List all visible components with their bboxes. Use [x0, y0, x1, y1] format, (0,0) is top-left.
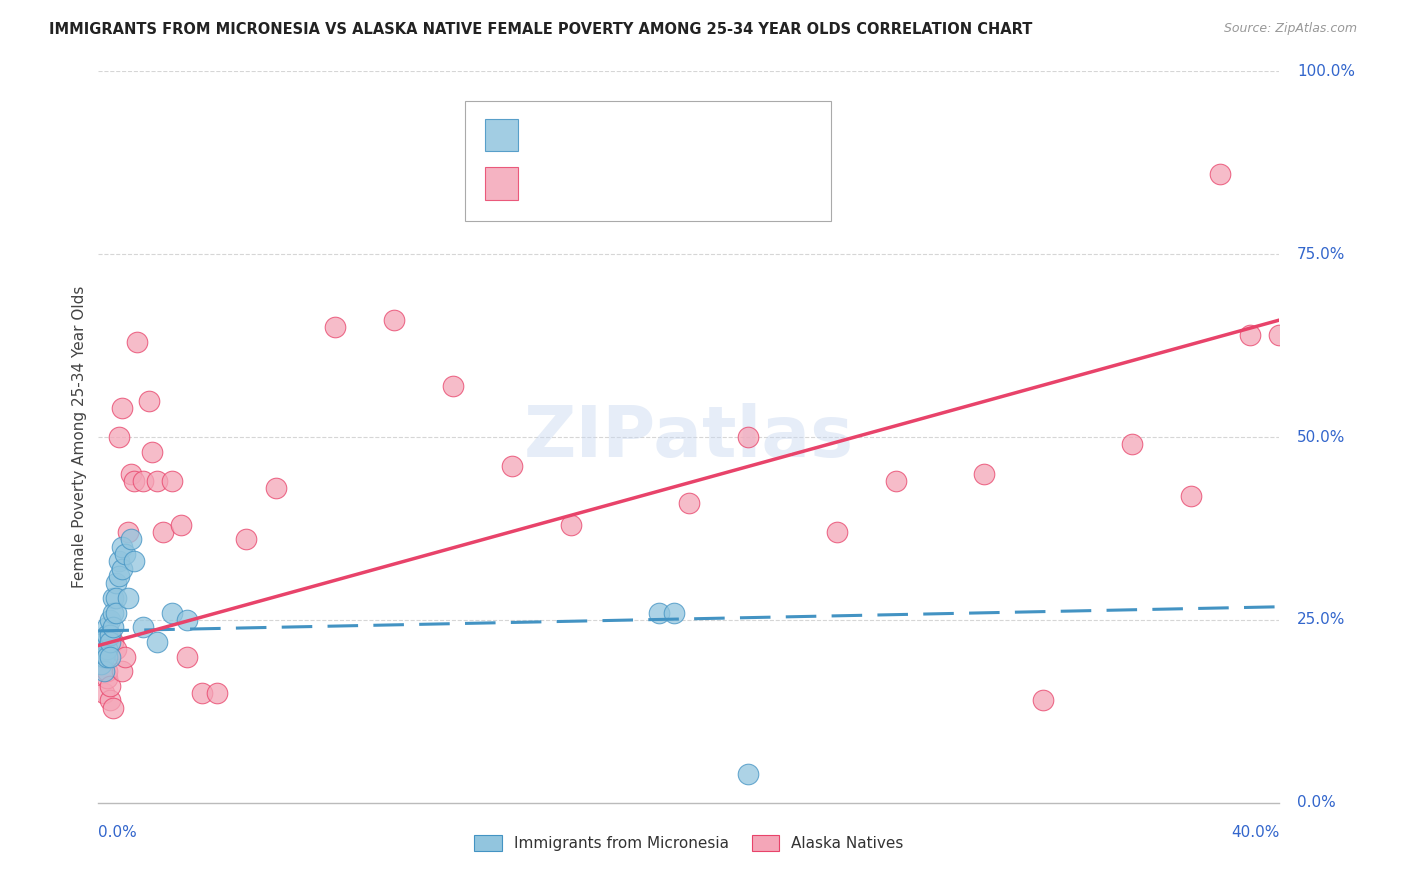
FancyBboxPatch shape [485, 119, 517, 152]
Text: 0.0%: 0.0% [1298, 796, 1336, 810]
Point [108, 554, 131, 568]
Point [93, 635, 115, 649]
Point [96, 664, 118, 678]
Point [152, 525, 174, 540]
Point [441, 379, 464, 393]
Point [114, 547, 136, 561]
Point [98, 693, 121, 707]
Point [93, 649, 115, 664]
Point [111, 401, 134, 415]
Point [323, 320, 346, 334]
Point [191, 686, 214, 700]
Text: 25.0%: 25.0% [1298, 613, 1346, 627]
Point [117, 591, 139, 605]
Point [1209, 167, 1232, 181]
Point [138, 393, 160, 408]
Point [105, 606, 128, 620]
Point [1239, 327, 1261, 342]
Point [93, 642, 115, 657]
Point [117, 525, 139, 540]
Point [105, 576, 128, 591]
Point [96, 642, 118, 657]
Point [90, 642, 112, 657]
Point [98, 613, 121, 627]
Point [884, 474, 907, 488]
Point [111, 562, 134, 576]
Point [132, 620, 155, 634]
Text: 75.0%: 75.0% [1298, 247, 1346, 261]
Point [93, 686, 115, 700]
Point [678, 496, 700, 510]
Point [103, 606, 125, 620]
Point [176, 613, 198, 627]
Point [111, 540, 134, 554]
Point [96, 672, 118, 686]
Point [205, 686, 228, 700]
Point [98, 635, 121, 649]
Text: R = 0.055   N = 34: R = 0.055 N = 34 [536, 126, 720, 144]
Point [96, 649, 118, 664]
Y-axis label: Female Poverty Among 25-34 Year Olds: Female Poverty Among 25-34 Year Olds [72, 286, 87, 588]
Point [737, 430, 759, 444]
Point [103, 700, 125, 714]
Point [120, 533, 142, 547]
Text: IMMIGRANTS FROM MICRONESIA VS ALASKA NATIVE FEMALE POVERTY AMONG 25-34 YEAR OLDS: IMMIGRANTS FROM MICRONESIA VS ALASKA NAT… [49, 22, 1032, 37]
Point [98, 649, 121, 664]
Point [120, 467, 142, 481]
Point [162, 606, 183, 620]
Point [122, 474, 145, 488]
Point [825, 525, 848, 540]
Point [501, 459, 523, 474]
Point [90, 657, 112, 671]
Legend: Immigrants from Micronesia, Alaska Natives: Immigrants from Micronesia, Alaska Nativ… [468, 830, 910, 857]
Point [235, 533, 257, 547]
Point [1268, 327, 1291, 342]
Point [103, 620, 125, 634]
Point [382, 313, 405, 327]
Point [93, 664, 115, 678]
Text: 100.0%: 100.0% [1298, 64, 1355, 78]
FancyBboxPatch shape [464, 101, 831, 221]
Point [105, 642, 128, 657]
Text: 0.0%: 0.0% [98, 825, 138, 839]
Point [122, 554, 145, 568]
Text: Source: ZipAtlas.com: Source: ZipAtlas.com [1223, 22, 1357, 36]
Point [114, 649, 136, 664]
Text: R = 0.445   N = 47: R = 0.445 N = 47 [536, 174, 720, 193]
Point [125, 334, 148, 349]
Text: 50.0%: 50.0% [1298, 430, 1346, 444]
FancyBboxPatch shape [485, 167, 517, 200]
Point [1180, 489, 1202, 503]
Point [108, 569, 131, 583]
Point [648, 606, 671, 620]
Point [146, 635, 169, 649]
Point [103, 635, 125, 649]
Point [98, 679, 121, 693]
Text: ZIPatlas: ZIPatlas [524, 402, 853, 472]
Point [96, 627, 118, 641]
Point [111, 664, 134, 678]
Text: 40.0%: 40.0% [1232, 825, 1279, 839]
Point [264, 481, 287, 495]
Point [146, 474, 169, 488]
Point [973, 467, 995, 481]
Point [170, 517, 193, 532]
Point [162, 474, 183, 488]
Point [176, 649, 198, 664]
Point [108, 430, 131, 444]
Point [560, 517, 582, 532]
Point [96, 620, 118, 634]
Point [98, 627, 121, 641]
Point [1121, 437, 1143, 451]
Point [98, 627, 121, 641]
Point [103, 591, 125, 605]
Point [141, 444, 163, 458]
Point [132, 474, 155, 488]
Point [664, 606, 686, 620]
Point [105, 591, 128, 605]
Point [737, 766, 759, 780]
Point [1032, 693, 1054, 707]
Point [90, 657, 112, 671]
